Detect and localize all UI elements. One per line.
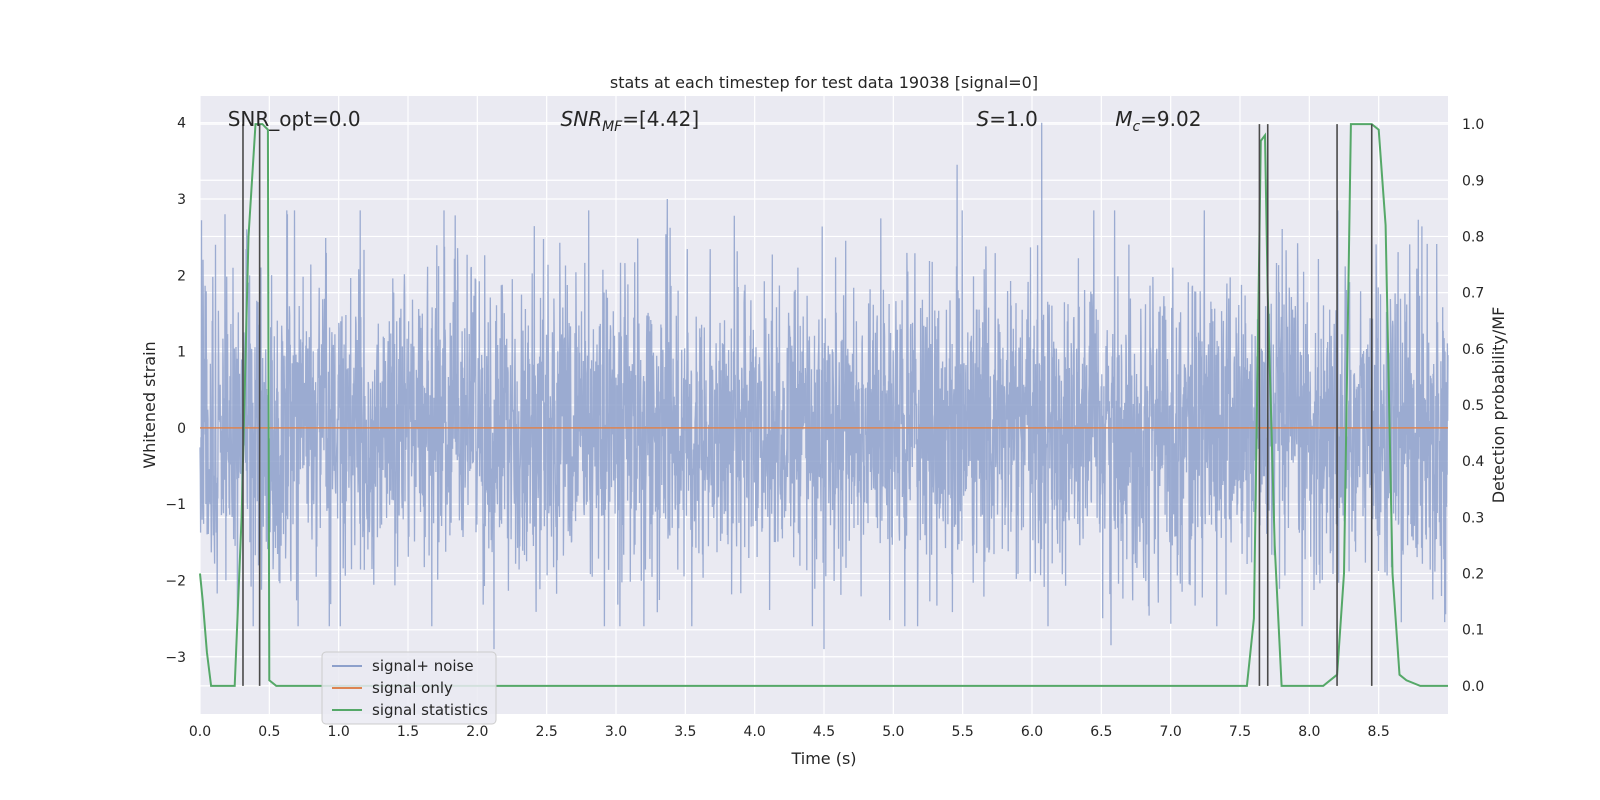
x-tick-label: 6.0 <box>1021 724 1043 740</box>
x-tick-label: 1.5 <box>397 724 419 740</box>
y-right-tick-label: 0.8 <box>1462 229 1484 245</box>
vertical-lines-layer <box>242 124 1373 686</box>
x-tick-label: 4.0 <box>744 724 766 740</box>
annotation-mc-value: Mc=9.02 <box>1115 107 1201 135</box>
chart-title: stats at each timestep for test data 190… <box>610 73 1038 92</box>
annotation-symbol: S <box>977 107 990 131</box>
x-tick-label: 6.5 <box>1090 724 1112 740</box>
series-line-signal-statistics <box>199 123 1448 687</box>
x-tick-label: 8.0 <box>1298 724 1320 740</box>
legend-frame <box>321 651 497 725</box>
data-layer <box>199 122 1449 687</box>
x-tick-label: 3.5 <box>674 724 696 740</box>
x-tick-label: 2.0 <box>466 724 488 740</box>
y-right-tick-label: 0.3 <box>1462 510 1484 526</box>
x-tick-label: 3.0 <box>605 724 627 740</box>
annotation-snr-mf: SNRMF=[4.42] <box>561 107 700 135</box>
y-right-tick-label: 1.0 <box>1462 117 1484 133</box>
annotation-value: =1.0 <box>989 107 1038 131</box>
x-tick-label: 7.5 <box>1229 724 1251 740</box>
y-left-tick-label: 0 <box>177 421 186 437</box>
axis-layer: 0.0 0.5 1.0 1.5 2.0 2.5 3.0 3.5 4.0 4.5 5.0 5.5 6.0 6… <box>165 116 1484 740</box>
x-tick-label: 5.0 <box>882 724 904 740</box>
x-tick-label: 4.5 <box>813 724 835 740</box>
x-tick-label: 1.0 <box>328 724 350 740</box>
legend: signal+ noise signal only signal statistic… <box>321 651 497 725</box>
y-right-tick-label: 0.9 <box>1462 173 1484 189</box>
series-line-signal-noise <box>199 122 1449 650</box>
y-right-tick-label: 0.6 <box>1462 342 1484 358</box>
legend-label: signal+ noise <box>372 657 474 675</box>
y-left-tick-label: −3 <box>165 650 186 666</box>
annotation-value: =9.02 <box>1140 107 1201 131</box>
annotation-snr-opt: SNR_opt=0.0 <box>228 107 361 131</box>
y-right-tick-label: 0.7 <box>1462 286 1484 302</box>
x-tick-label: 0.0 <box>189 724 211 740</box>
legend-label: signal only <box>372 679 453 697</box>
annotation-layer: SNR_opt=0.0 SNRMF=[4.42] S=1.0 Mc=9.02 <box>228 107 1202 135</box>
y-left-tick-label: 4 <box>177 116 186 132</box>
y-left-tick-label: 3 <box>177 192 186 208</box>
x-axis-title: Time (s) <box>790 749 856 768</box>
x-tick-label: 8.5 <box>1368 724 1390 740</box>
y-left-tick-label: 2 <box>177 268 186 284</box>
annotation-subscript: MF <box>602 119 623 135</box>
annotation-subscript: c <box>1132 119 1140 135</box>
y-left-tick-label: 1 <box>177 345 186 361</box>
x-tick-label: 2.5 <box>536 724 558 740</box>
x-tick-label: 0.5 <box>258 724 280 740</box>
annotation-value: =[4.42] <box>622 107 699 131</box>
legend-label: signal statistics <box>372 701 488 719</box>
y-left-tick-label: −1 <box>165 497 186 513</box>
y-right-tick-label: 0.1 <box>1462 623 1484 639</box>
y-right-tick-label: 0.4 <box>1462 454 1484 470</box>
y-axis-right-title: Detection probability/MF <box>1489 307 1508 504</box>
legend-entries: signal+ noise signal only signal statistic… <box>332 657 488 719</box>
x-tick-label: 5.5 <box>952 724 974 740</box>
annotation-symbol: M <box>1115 107 1132 131</box>
y-right-tick-label: 0.0 <box>1462 679 1484 695</box>
x-tick-label: 7.0 <box>1160 724 1182 740</box>
y-axis-left-title: Whitened strain <box>140 341 159 468</box>
y-left-tick-label: −2 <box>165 573 186 589</box>
y-right-tick-label: 0.5 <box>1462 398 1484 414</box>
y-right-tick-label: 0.2 <box>1462 567 1484 583</box>
annotation-symbol: SNR <box>561 107 603 131</box>
annotation-s-value: S=1.0 <box>977 107 1038 131</box>
